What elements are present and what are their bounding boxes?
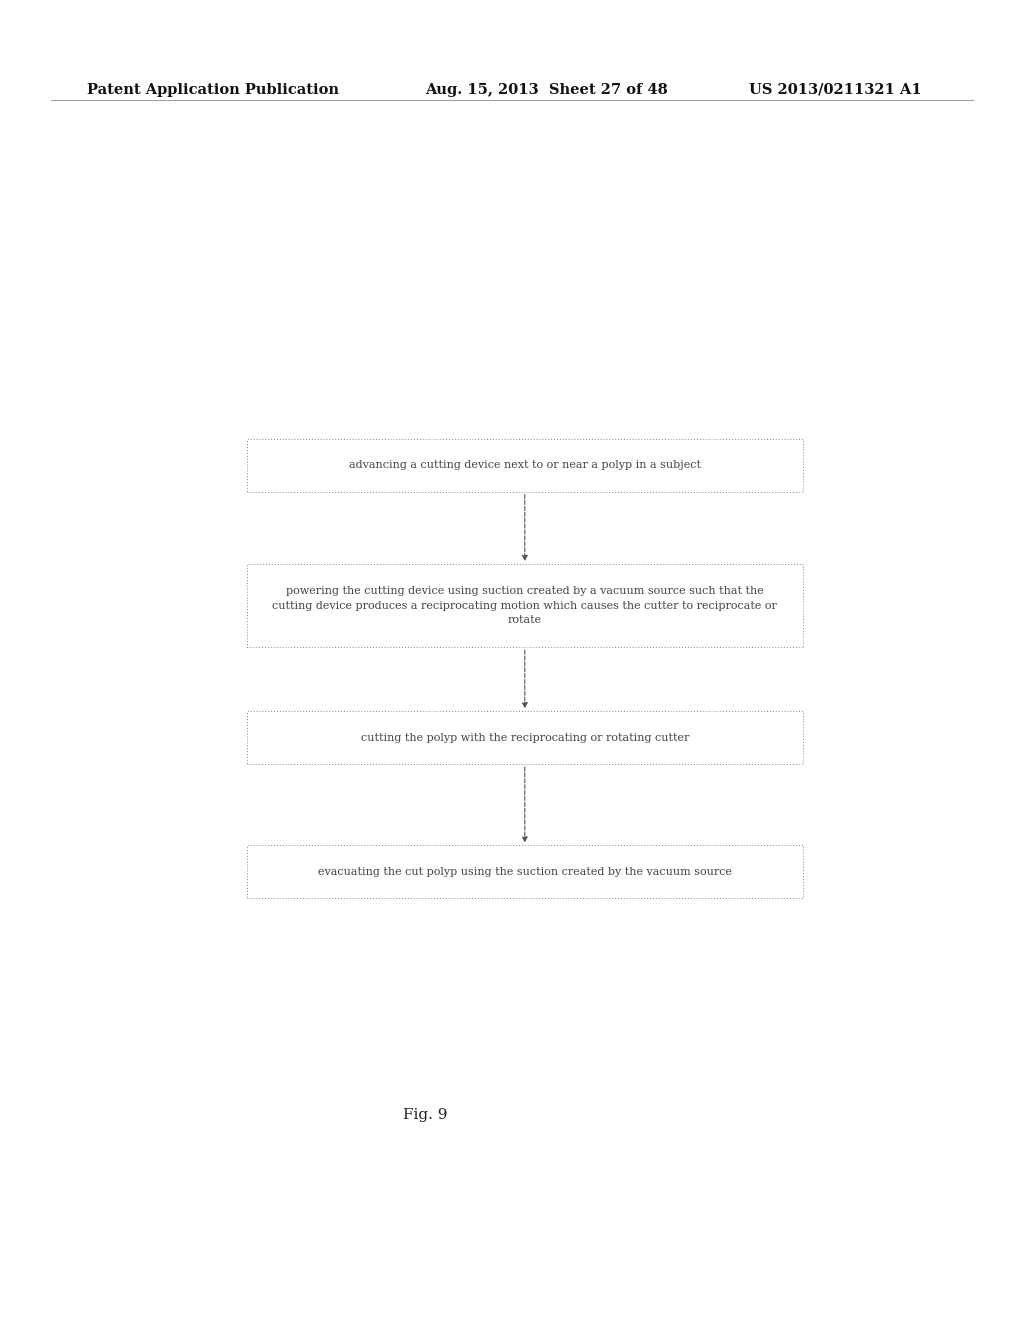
Text: cutting the polyp with the reciprocating or rotating cutter: cutting the polyp with the reciprocating… — [360, 733, 689, 743]
Text: US 2013/0211321 A1: US 2013/0211321 A1 — [749, 83, 922, 96]
Text: evacuating the cut polyp using the suction created by the vacuum source: evacuating the cut polyp using the sucti… — [317, 867, 732, 876]
Text: Aug. 15, 2013  Sheet 27 of 48: Aug. 15, 2013 Sheet 27 of 48 — [425, 83, 668, 96]
Bar — [247, 440, 803, 492]
Bar — [247, 711, 803, 764]
Text: Fig. 9: Fig. 9 — [402, 1109, 447, 1122]
Bar — [247, 846, 803, 899]
Bar — [247, 564, 803, 647]
Text: advancing a cutting device next to or near a polyp in a subject: advancing a cutting device next to or ne… — [349, 461, 700, 470]
Text: Patent Application Publication: Patent Application Publication — [87, 83, 339, 96]
Text: powering the cutting device using suction created by a vacuum source such that t: powering the cutting device using suctio… — [272, 586, 777, 626]
